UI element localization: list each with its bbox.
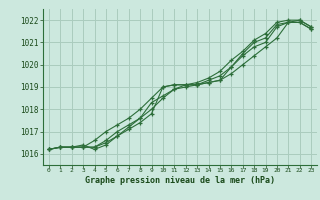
X-axis label: Graphe pression niveau de la mer (hPa): Graphe pression niveau de la mer (hPa)	[85, 176, 275, 185]
